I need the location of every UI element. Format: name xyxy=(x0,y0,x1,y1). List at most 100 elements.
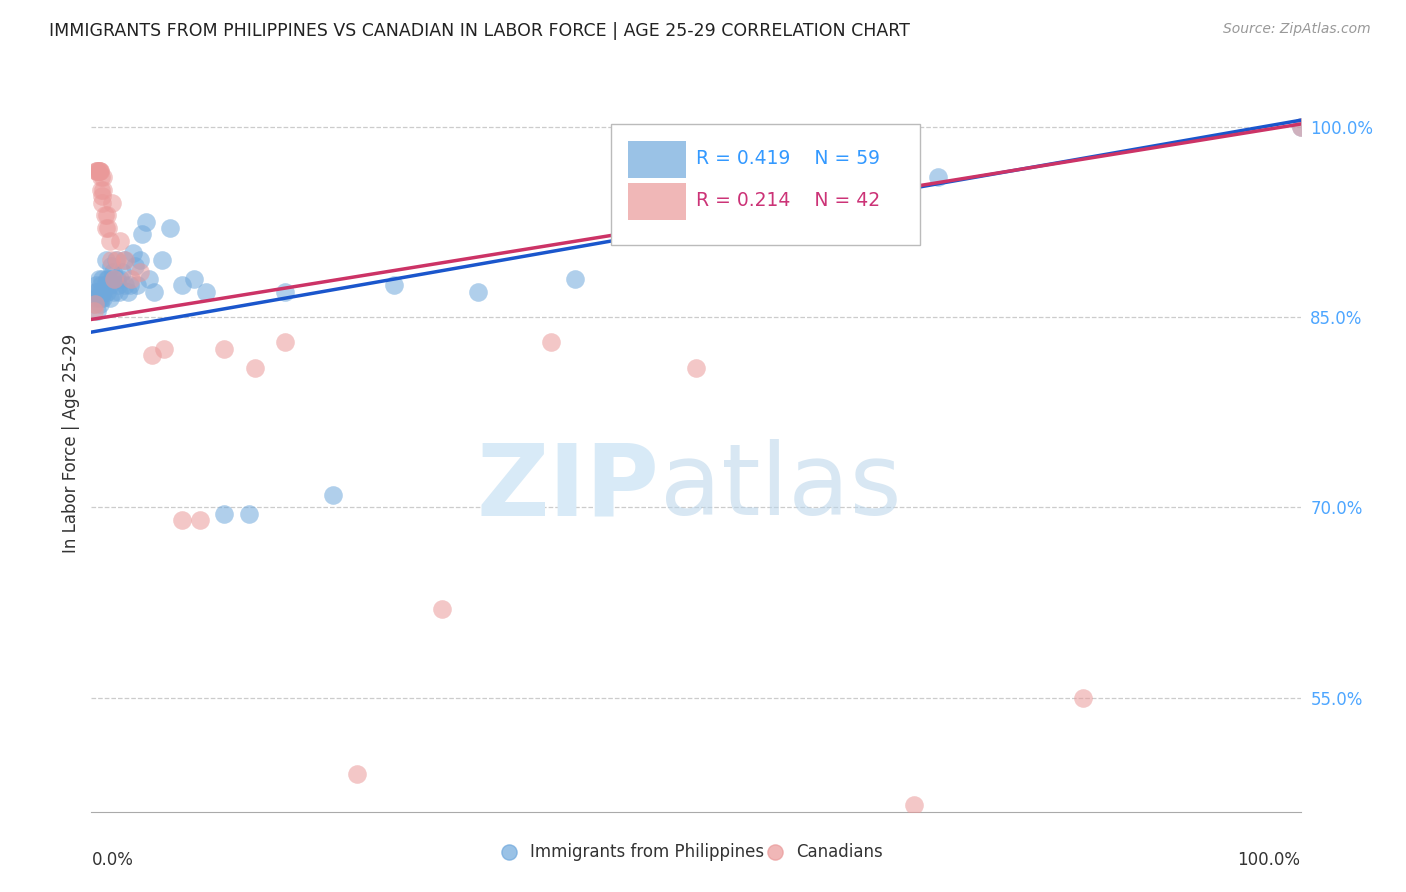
Point xyxy=(143,285,166,299)
Point xyxy=(98,234,121,248)
Point xyxy=(96,285,118,299)
Point xyxy=(274,335,297,350)
Point xyxy=(101,265,124,279)
Point xyxy=(243,360,266,375)
Point xyxy=(93,183,115,197)
Text: ZIP: ZIP xyxy=(477,440,659,536)
Point xyxy=(138,272,160,286)
Point xyxy=(101,272,124,286)
FancyBboxPatch shape xyxy=(628,183,686,220)
Point xyxy=(89,164,111,178)
Point xyxy=(214,342,236,356)
Point xyxy=(153,342,176,356)
Text: 100.0%: 100.0% xyxy=(1237,851,1301,869)
Point xyxy=(150,252,173,267)
Point xyxy=(274,285,297,299)
Point xyxy=(1071,690,1094,705)
Point xyxy=(114,278,136,293)
Point xyxy=(685,360,707,375)
Text: R = 0.419    N = 59: R = 0.419 N = 59 xyxy=(696,150,880,169)
Point xyxy=(135,215,157,229)
Point xyxy=(195,285,218,299)
Text: R = 0.214    N = 42: R = 0.214 N = 42 xyxy=(696,192,880,211)
Point xyxy=(84,164,107,178)
Point xyxy=(96,272,118,286)
Point xyxy=(564,272,586,286)
Point xyxy=(114,252,136,267)
Point xyxy=(112,252,135,267)
Point xyxy=(90,170,112,185)
Point xyxy=(121,246,143,260)
Point xyxy=(87,164,110,178)
Point xyxy=(120,278,142,293)
Point xyxy=(101,195,124,210)
Point xyxy=(110,272,132,286)
Point xyxy=(84,278,107,293)
Point xyxy=(105,252,128,267)
Point xyxy=(93,170,115,185)
FancyBboxPatch shape xyxy=(628,141,686,178)
Text: Canadians: Canadians xyxy=(796,843,883,861)
Point xyxy=(117,285,139,299)
Point xyxy=(84,285,107,299)
Point xyxy=(96,208,118,222)
Point xyxy=(93,278,115,293)
Point xyxy=(93,291,115,305)
Point xyxy=(430,601,453,615)
Point xyxy=(98,291,121,305)
Point xyxy=(131,227,153,242)
Text: IMMIGRANTS FROM PHILIPPINES VS CANADIAN IN LABOR FORCE | AGE 25-29 CORRELATION C: IMMIGRANTS FROM PHILIPPINES VS CANADIAN … xyxy=(49,22,910,40)
Point xyxy=(467,285,489,299)
Text: 0.0%: 0.0% xyxy=(91,851,134,869)
Point xyxy=(124,259,146,273)
Point xyxy=(120,272,142,286)
Point xyxy=(927,170,949,185)
Point xyxy=(100,259,122,273)
FancyBboxPatch shape xyxy=(612,124,920,245)
Point xyxy=(90,291,112,305)
Point xyxy=(111,265,132,279)
Point xyxy=(87,164,110,178)
Point xyxy=(89,164,111,178)
Point xyxy=(93,285,115,299)
Point xyxy=(238,507,260,521)
Point xyxy=(100,252,122,267)
Point xyxy=(183,272,205,286)
Point xyxy=(97,272,120,286)
Point xyxy=(83,297,105,311)
Point xyxy=(93,208,115,222)
Point xyxy=(127,278,149,293)
Point xyxy=(108,285,131,299)
Y-axis label: In Labor Force | Age 25-29: In Labor Force | Age 25-29 xyxy=(62,334,80,553)
Text: Immigrants from Philippines: Immigrants from Philippines xyxy=(530,843,765,861)
Point xyxy=(87,291,110,305)
Point xyxy=(91,195,114,210)
Point xyxy=(86,303,108,318)
Point xyxy=(322,487,344,501)
Point xyxy=(172,278,194,293)
Point xyxy=(84,291,107,305)
Point xyxy=(94,221,117,235)
Point xyxy=(141,348,163,362)
Point xyxy=(903,798,925,813)
Point xyxy=(91,272,114,286)
Point xyxy=(86,285,108,299)
Point xyxy=(98,278,121,293)
Text: Source: ZipAtlas.com: Source: ZipAtlas.com xyxy=(1223,22,1371,37)
Point xyxy=(540,335,562,350)
Point xyxy=(172,513,194,527)
Point xyxy=(188,513,211,527)
Point xyxy=(86,164,108,178)
Text: atlas: atlas xyxy=(659,440,901,536)
Point xyxy=(103,272,125,286)
Point xyxy=(90,278,112,293)
Point xyxy=(87,272,110,286)
Point xyxy=(159,221,181,235)
Point xyxy=(97,221,120,235)
Point xyxy=(110,234,132,248)
Point xyxy=(104,252,127,267)
Point xyxy=(105,272,128,286)
Point xyxy=(83,303,105,318)
Point xyxy=(91,189,114,203)
Point xyxy=(84,297,107,311)
